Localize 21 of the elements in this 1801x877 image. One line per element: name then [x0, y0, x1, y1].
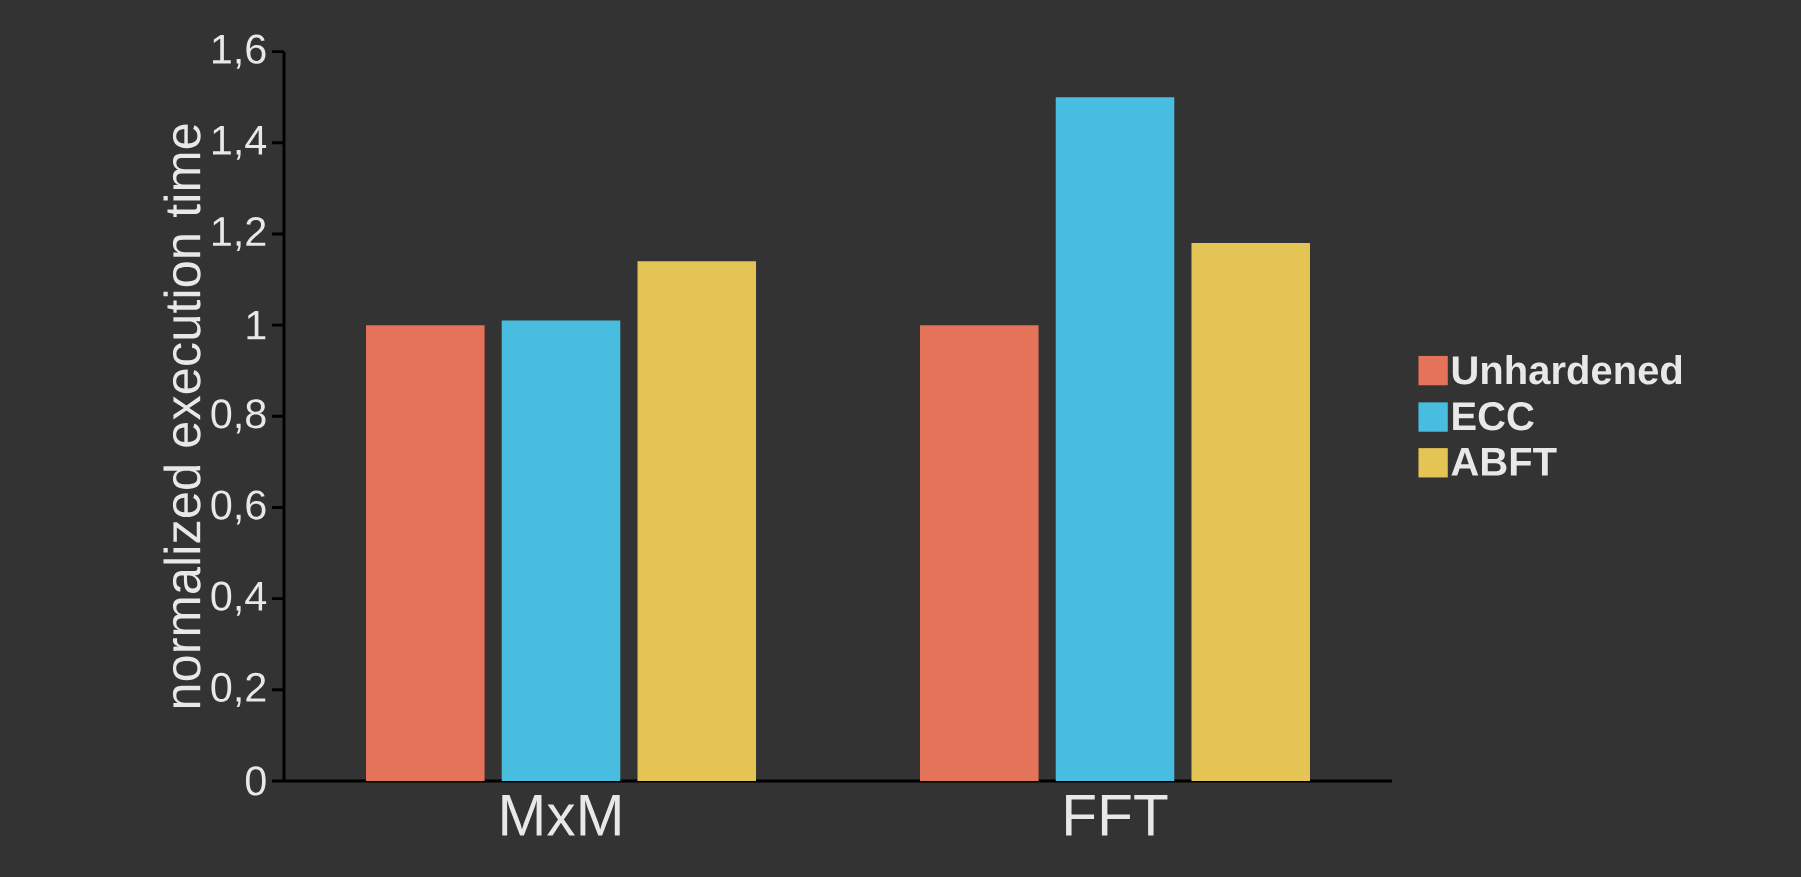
bar — [1191, 243, 1311, 781]
bar — [637, 261, 757, 781]
bar — [1055, 97, 1175, 781]
y-tick-label: 0,4 — [211, 581, 267, 616]
bar — [501, 320, 621, 781]
x-tick-label: MxM — [502, 795, 620, 836]
y-tick-label: 1,6 — [213, 34, 266, 69]
y-axis-title: normalized execution time — [163, 124, 201, 708]
y-tick-label: 1 — [247, 310, 266, 340]
legend-label: ECC — [1453, 402, 1534, 431]
legend-label: ABFT — [1451, 448, 1557, 476]
y-tick-label: 0,6 — [211, 490, 266, 525]
bar — [366, 325, 485, 781]
y-tick-label: 1,2 — [213, 216, 266, 252]
bar — [920, 325, 1039, 781]
legend-label: Unhardened — [1452, 355, 1682, 385]
x-tick-label: FFT — [1066, 795, 1168, 836]
y-tick-label: 0,2 — [211, 672, 266, 707]
y-tick-label: 1,4 — [213, 125, 267, 160]
y-tick-label: 0 — [245, 766, 266, 796]
y-tick-label: 0,8 — [211, 399, 266, 434]
